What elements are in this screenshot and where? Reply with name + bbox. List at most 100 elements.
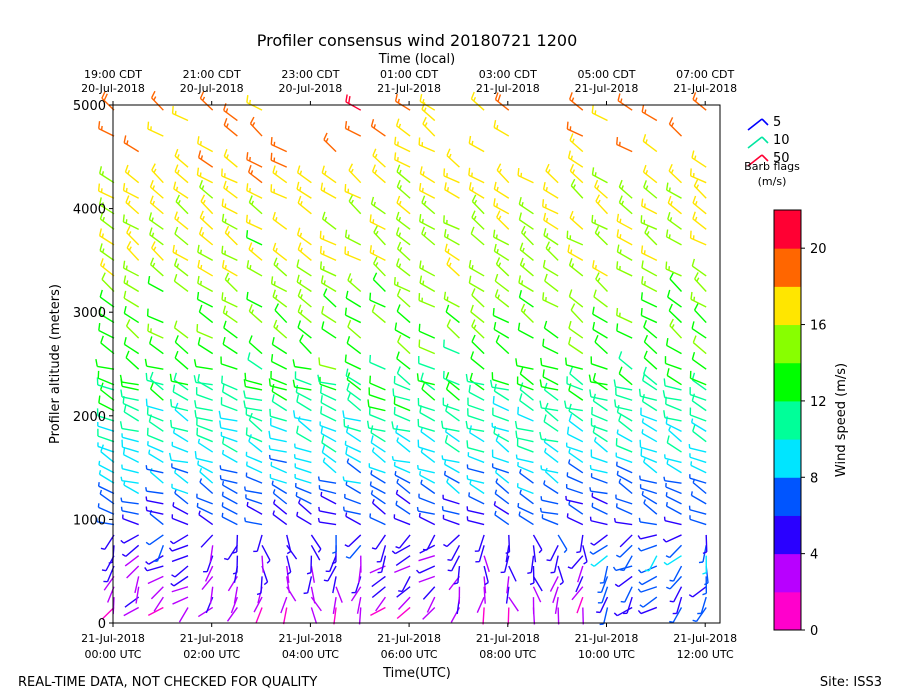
barb-flag (173, 181, 177, 190)
wind-barb (491, 422, 509, 433)
barb-flag (103, 93, 108, 101)
wind-barb (319, 245, 337, 262)
barb-staff (640, 414, 658, 422)
barb-staff (702, 545, 707, 563)
barb-staff (599, 596, 609, 613)
wind-barb (566, 442, 584, 453)
wind-barb (368, 463, 386, 474)
wind-barb (194, 450, 213, 464)
wind-barb (124, 555, 140, 567)
wind-barb (171, 514, 189, 526)
barb-half-flag (702, 592, 707, 596)
barb-staff (568, 462, 584, 474)
wind-barb (641, 104, 658, 122)
wind-barb (227, 576, 238, 592)
barb-staff (124, 555, 140, 567)
barb-half-flag (665, 501, 668, 507)
barb-half-flag (101, 171, 105, 176)
wind-barb (507, 607, 510, 625)
barb-flag (445, 304, 450, 313)
wind-barb (323, 288, 337, 308)
barb-flag (98, 197, 102, 205)
wind-barb (393, 396, 411, 412)
barb-flag (372, 272, 378, 280)
barb-flag (416, 373, 419, 381)
wind-barb (367, 399, 386, 412)
site-label: Site: ISS3 (820, 675, 882, 690)
wind-barb (344, 121, 362, 137)
barb-half-flag (120, 497, 123, 502)
barb-half-flag (422, 548, 428, 551)
barb-staff (426, 596, 436, 613)
wind-barb (197, 373, 214, 391)
wind-barb (702, 576, 708, 596)
barb-flag (125, 350, 130, 359)
wind-barb (221, 384, 238, 401)
wind-barb (345, 446, 362, 464)
wind-barb (595, 194, 609, 215)
barb-staff (122, 517, 139, 526)
barb-staff (146, 405, 164, 412)
barb-staff (197, 343, 214, 355)
barb-half-flag (202, 96, 206, 101)
barb-staff (566, 364, 583, 370)
barb-staff (643, 341, 658, 355)
barb-half-flag (668, 426, 672, 431)
barb-half-flag (597, 277, 601, 282)
barb-staff (689, 447, 707, 453)
wind-barb (221, 491, 238, 505)
wind-barb (688, 443, 707, 453)
barb-flag (373, 225, 378, 233)
barb-staff (492, 426, 509, 433)
barb-staff (471, 341, 485, 355)
barb-staff (494, 493, 510, 505)
wind-barb (245, 214, 263, 230)
barb-staff (420, 483, 436, 495)
colorbar-label: Wind speed (m/s) (834, 363, 849, 477)
wind-barb (615, 452, 633, 464)
wind-barb (221, 375, 238, 391)
wind-barb (466, 516, 485, 526)
barb-half-flag (325, 137, 329, 143)
barb-staff (668, 429, 682, 443)
barb-staff (332, 576, 337, 594)
wind-barb (297, 195, 312, 215)
barb-staff (346, 389, 362, 401)
wind-barb (149, 195, 164, 215)
wind-barb (420, 479, 436, 495)
wind-barb (494, 273, 510, 293)
wind-barb (220, 431, 238, 443)
barb-half-flag (102, 263, 106, 268)
barb-staff (280, 596, 288, 614)
wind-barb (466, 464, 485, 474)
wind-barb (453, 565, 461, 585)
wind-barb (618, 179, 633, 199)
wind-barb (270, 276, 288, 293)
wind-barb (465, 373, 485, 386)
colorbar-segment (774, 439, 801, 478)
barb-staff (641, 314, 658, 324)
barb-half-flag (559, 581, 564, 586)
wind-barb (318, 357, 337, 370)
barb-flag (493, 198, 496, 206)
barb-staff (206, 555, 214, 572)
barb-staff (147, 434, 164, 443)
wind-barb (508, 596, 519, 612)
wind-barb (539, 431, 559, 443)
barb-staff (394, 329, 411, 339)
barb-flag (149, 371, 154, 380)
barb-staff (256, 534, 263, 552)
barb-staff (532, 586, 542, 603)
wind-barb (666, 435, 682, 453)
barb-flag (592, 321, 596, 330)
wind-barb (376, 545, 387, 563)
barb-half-flag (496, 186, 499, 192)
barb-staff (370, 484, 386, 495)
barb-staff (418, 446, 435, 453)
barb-staff (616, 432, 633, 443)
barb-flag (346, 382, 350, 391)
wind-barb (702, 534, 708, 555)
barb-staff (618, 482, 633, 495)
barb-staff (395, 493, 411, 505)
barb-flag (373, 256, 378, 265)
